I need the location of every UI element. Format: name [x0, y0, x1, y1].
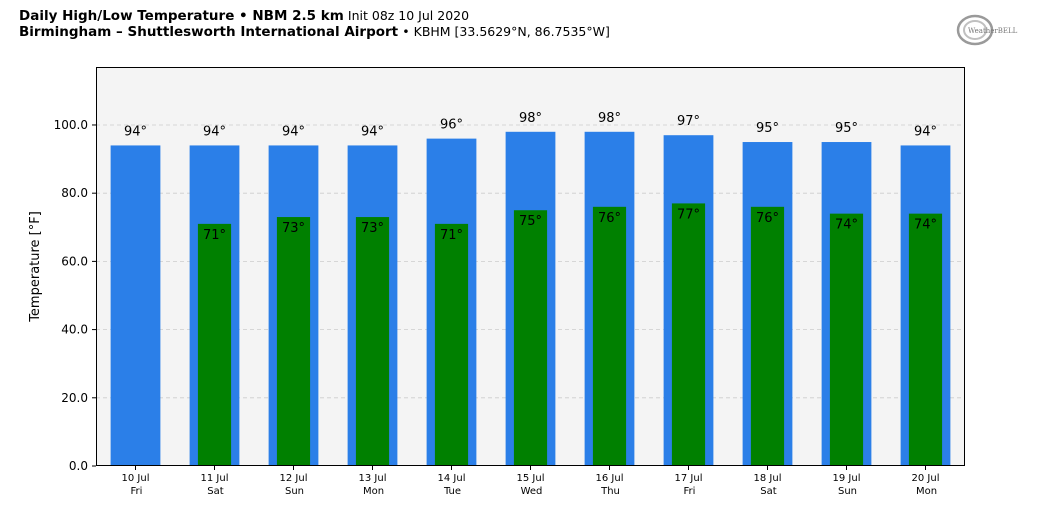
x-tick-day: Wed	[521, 486, 543, 497]
chart-title: Daily High/Low Temperature • NBM 2.5 km	[19, 8, 344, 24]
low-temp-bar	[197, 223, 232, 466]
low-temp-label: 73°	[361, 221, 384, 236]
x-tick-day: Fri	[131, 486, 143, 497]
low-temp-label: 71°	[440, 228, 463, 243]
low-temp-bar	[908, 213, 943, 466]
high-temp-label: 94°	[203, 124, 226, 139]
low-temp-bar	[513, 210, 548, 466]
bar-labels: 94° 94° 71° 94° 73° 94° 73° 96° 71° 98° 75° 98° 76° 9…	[124, 111, 937, 243]
low-temp-label: 76°	[756, 211, 779, 226]
low-temp-label: 77°	[677, 207, 700, 222]
x-tick-date: 13 Jul	[359, 473, 387, 484]
low-temp-bar	[829, 213, 864, 466]
x-axis: 10 Jul Fri 11 Jul Sat 12 Jul Sun 13 Jul Mon 14 J…	[122, 466, 940, 497]
x-tick-day: Sat	[760, 486, 776, 497]
chart-header: Daily High/Low Temperature • NBM 2.5 km …	[19, 8, 610, 40]
weatherbell-logo-icon: WeatherBELL	[956, 14, 1018, 46]
x-tick-date: 10 Jul	[122, 473, 150, 484]
subtitle-line: Birmingham – Shuttlesworth International…	[19, 24, 610, 40]
low-temp-label: 76°	[598, 211, 621, 226]
x-tick-day: Fri	[684, 486, 696, 497]
x-tick-date: 18 Jul	[754, 473, 782, 484]
x-tick-day: Mon	[916, 486, 937, 497]
y-tick-label: 60.0	[61, 254, 88, 268]
logo-text: WeatherBELL	[968, 27, 1018, 35]
x-tick-date: 17 Jul	[675, 473, 703, 484]
low-temp-bar	[671, 203, 706, 466]
y-axis: 0.0 20.0 40.0 60.0 80.0 100.0	[54, 118, 96, 473]
low-temp-bar	[750, 206, 785, 467]
low-temp-bar	[434, 223, 469, 466]
low-temp-label: 74°	[835, 218, 858, 233]
bars	[110, 131, 951, 467]
x-tick-day: Sun	[838, 486, 857, 497]
y-tick-label: 20.0	[61, 391, 88, 405]
x-tick-date: 12 Jul	[280, 473, 308, 484]
x-tick-day: Sun	[285, 486, 304, 497]
y-tick-label: 40.0	[61, 323, 88, 337]
x-tick-date: 16 Jul	[596, 473, 624, 484]
high-temp-label: 97°	[677, 114, 700, 129]
low-temp-bar	[355, 217, 390, 466]
low-temp-label: 73°	[282, 221, 305, 236]
x-tick-day: Tue	[443, 486, 461, 497]
high-temp-label: 94°	[914, 124, 937, 139]
plot-frame	[96, 67, 965, 466]
station-name: Birmingham – Shuttlesworth International…	[19, 24, 399, 40]
weatherbell-logo: WeatherBELL	[955, 12, 1025, 48]
low-temp-bar	[592, 206, 627, 467]
low-temp-label: 71°	[203, 228, 226, 243]
y-tick-label: 80.0	[61, 186, 88, 200]
x-tick-date: 19 Jul	[833, 473, 861, 484]
high-temp-label: 95°	[835, 121, 858, 136]
low-temp-label: 75°	[519, 214, 542, 229]
y-axis-label: Temperature [°F]	[28, 211, 43, 323]
low-temp-label: 74°	[914, 218, 937, 233]
station-coordinates: • KBHM [33.5629°N, 86.7535°W]	[402, 24, 610, 39]
x-tick-date: 14 Jul	[438, 473, 466, 484]
x-tick-day: Thu	[600, 486, 620, 497]
init-time: Init 08z 10 Jul 2020	[347, 8, 470, 23]
high-temp-bar	[110, 145, 161, 466]
high-temp-label: 98°	[598, 111, 621, 126]
x-tick-day: Mon	[363, 486, 384, 497]
y-tick-label: 100.0	[54, 118, 88, 132]
x-tick-date: 15 Jul	[517, 473, 545, 484]
x-tick-date: 11 Jul	[201, 473, 229, 484]
high-temp-label: 95°	[756, 121, 779, 136]
title-line: Daily High/Low Temperature • NBM 2.5 km …	[19, 8, 610, 24]
high-temp-label: 94°	[282, 124, 305, 139]
high-temp-label: 96°	[440, 118, 463, 133]
x-tick-date: 20 Jul	[912, 473, 940, 484]
high-temp-label: 98°	[519, 111, 542, 126]
low-temp-bar	[276, 217, 311, 466]
high-temp-label: 94°	[124, 124, 147, 139]
x-tick-day: Sat	[207, 486, 223, 497]
y-tick-label: 0.0	[69, 459, 88, 473]
high-temp-label: 94°	[361, 124, 384, 139]
